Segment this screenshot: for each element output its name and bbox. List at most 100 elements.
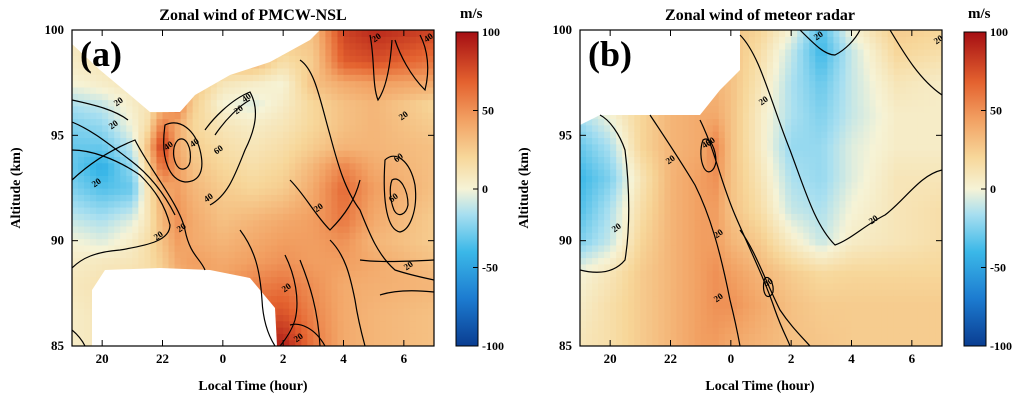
heatmap-cell	[797, 181, 804, 189]
heatmap-cell	[108, 225, 115, 233]
heatmap-cell	[180, 213, 188, 221]
heatmap-cell	[192, 213, 200, 221]
heatmap-cell	[682, 301, 690, 309]
heatmap-cell	[421, 80, 429, 88]
heatmap-cell	[132, 232, 139, 240]
heatmap-cell	[592, 257, 599, 265]
heatmap-cell	[90, 169, 97, 176]
heatmap-cell	[355, 131, 363, 139]
heatmap-cell	[373, 86, 381, 94]
heatmap-cell	[385, 339, 393, 346]
heatmap-cell	[773, 105, 780, 113]
heatmap-cell	[102, 263, 109, 271]
heatmap-cell	[385, 169, 393, 176]
heatmap-cell	[349, 333, 357, 341]
heatmap-cell	[409, 314, 417, 322]
heatmap-cell	[337, 219, 345, 227]
heatmap-cell	[409, 263, 417, 271]
heatmap-cell	[773, 67, 780, 75]
heatmap-cell	[676, 308, 684, 315]
heatmap-cell	[313, 282, 320, 290]
heatmap-cell	[580, 200, 587, 208]
heatmap-cell	[307, 219, 314, 227]
heatmap-cell	[421, 206, 429, 214]
heatmap-cell	[138, 181, 145, 189]
heatmap-cell	[724, 244, 732, 252]
heatmap-cell	[616, 320, 623, 328]
heatmap-cell	[132, 150, 139, 157]
heatmap-cell	[604, 118, 611, 126]
heatmap-cell	[385, 219, 393, 227]
heatmap-cell	[114, 263, 121, 271]
heatmap-cell	[616, 251, 623, 259]
heatmap-cell	[144, 206, 152, 214]
heatmap-cell	[403, 30, 411, 37]
heatmap-cell	[210, 112, 218, 120]
heatmap-cell	[198, 206, 206, 214]
heatmap-cell	[259, 282, 266, 290]
heatmap-cell	[72, 112, 79, 120]
heatmap-cell	[289, 86, 296, 94]
heatmap-cell	[355, 225, 363, 233]
heatmap-cell	[283, 162, 290, 170]
heatmap-cell	[391, 67, 399, 75]
heatmap-cell	[210, 124, 218, 132]
heatmap-cell	[204, 105, 212, 113]
heatmap-cell	[652, 181, 660, 189]
heatmap-cell	[343, 137, 351, 145]
heatmap-cell	[96, 99, 103, 107]
heatmap-cell	[767, 225, 774, 233]
heatmap-cell	[355, 80, 363, 88]
heatmap-cell	[640, 219, 647, 227]
heatmap-cell	[785, 333, 792, 341]
heatmap-cell	[259, 99, 266, 107]
heatmap-cell	[803, 194, 810, 202]
heatmap-cell	[712, 219, 720, 227]
heatmap-cell	[283, 156, 290, 164]
heatmap-cell	[343, 301, 351, 309]
heatmap-cell	[222, 232, 230, 240]
heatmap-cell	[253, 105, 260, 113]
heatmap-cell	[373, 143, 381, 151]
heatmap-cell	[271, 124, 278, 132]
heatmap-cell	[295, 188, 302, 195]
heatmap-cell	[162, 244, 170, 252]
heatmap-cell	[682, 282, 690, 290]
heatmap-cell	[72, 150, 79, 157]
heatmap-cell	[403, 219, 411, 227]
heatmap-cell	[355, 61, 363, 69]
heatmap-cell	[289, 162, 296, 170]
heatmap-cell	[349, 42, 357, 50]
heatmap-cell	[724, 263, 732, 271]
heatmap-cell	[277, 200, 284, 208]
heatmap-cell	[767, 169, 774, 176]
heatmap-cell	[610, 175, 617, 183]
heatmap-cell	[192, 181, 200, 189]
heatmap-cell	[180, 112, 188, 120]
heatmap-cell	[355, 36, 363, 44]
heatmap-cell	[598, 276, 605, 284]
heatmap-cell	[204, 131, 212, 139]
heatmap-cell	[403, 295, 411, 303]
heatmap-cell	[265, 263, 272, 271]
heatmap-cell	[652, 263, 660, 271]
heatmap-cell	[427, 200, 434, 208]
heatmap-cell	[162, 238, 170, 246]
heatmap-cell	[652, 295, 660, 303]
heatmap-cell	[658, 327, 666, 334]
heatmap-cell	[132, 124, 139, 132]
heatmap-cell	[616, 301, 623, 309]
heatmap-cell	[785, 251, 792, 259]
heatmap-cell	[785, 48, 792, 56]
heatmap-cell	[114, 225, 121, 233]
heatmap-cell	[724, 93, 732, 101]
heatmap-cell	[216, 263, 224, 271]
heatmap-cell	[246, 131, 254, 139]
heatmap-cell	[592, 270, 599, 278]
heatmap-cell	[132, 131, 139, 139]
heatmap-cell	[198, 251, 206, 259]
heatmap-cell	[126, 238, 133, 246]
heatmap-cell	[604, 137, 611, 145]
heatmap-cell	[271, 219, 278, 227]
heatmap-cell	[580, 181, 587, 189]
